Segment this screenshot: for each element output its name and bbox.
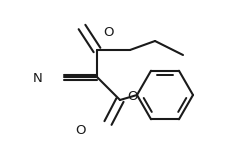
- Text: O: O: [127, 91, 137, 104]
- Text: O: O: [103, 26, 113, 38]
- Text: N: N: [33, 71, 43, 84]
- Text: O: O: [75, 124, 85, 137]
